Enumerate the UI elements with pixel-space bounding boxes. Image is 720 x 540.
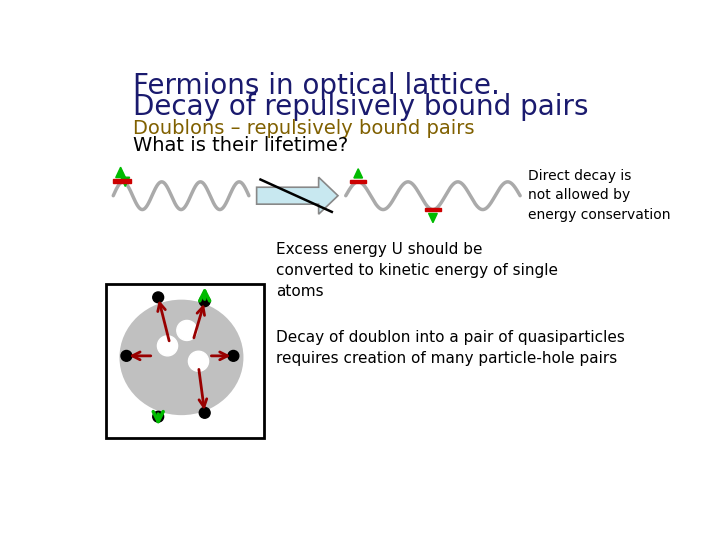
- Text: Direct decay is
not allowed by
energy conservation: Direct decay is not allowed by energy co…: [528, 168, 670, 222]
- Polygon shape: [256, 177, 338, 214]
- Circle shape: [158, 336, 178, 356]
- Bar: [106, 284, 264, 438]
- Bar: [113, 179, 132, 183]
- Text: Decay of doublon into a pair of quasiparticles
requires creation of many particl: Decay of doublon into a pair of quasipar…: [276, 330, 625, 367]
- Bar: [351, 179, 366, 183]
- Circle shape: [199, 408, 210, 418]
- Circle shape: [189, 351, 209, 372]
- Circle shape: [177, 320, 197, 340]
- Text: Decay of repulsively bound pairs: Decay of repulsively bound pairs: [132, 93, 588, 122]
- Circle shape: [228, 350, 239, 361]
- Text: Doublons – repulsively bound pairs: Doublons – repulsively bound pairs: [132, 119, 474, 138]
- Polygon shape: [428, 213, 437, 222]
- Circle shape: [153, 292, 163, 303]
- Text: Fermions in optical lattice.: Fermions in optical lattice.: [132, 72, 500, 100]
- Text: What is their lifetime?: What is their lifetime?: [132, 136, 348, 154]
- Text: Excess energy U should be
converted to kinetic energy of single
atoms: Excess energy U should be converted to k…: [276, 242, 558, 299]
- Circle shape: [153, 411, 163, 422]
- Polygon shape: [116, 167, 125, 178]
- Polygon shape: [354, 168, 363, 178]
- Bar: [426, 208, 441, 211]
- Polygon shape: [121, 177, 130, 186]
- Circle shape: [199, 296, 210, 307]
- Circle shape: [121, 350, 132, 361]
- Ellipse shape: [120, 300, 243, 415]
